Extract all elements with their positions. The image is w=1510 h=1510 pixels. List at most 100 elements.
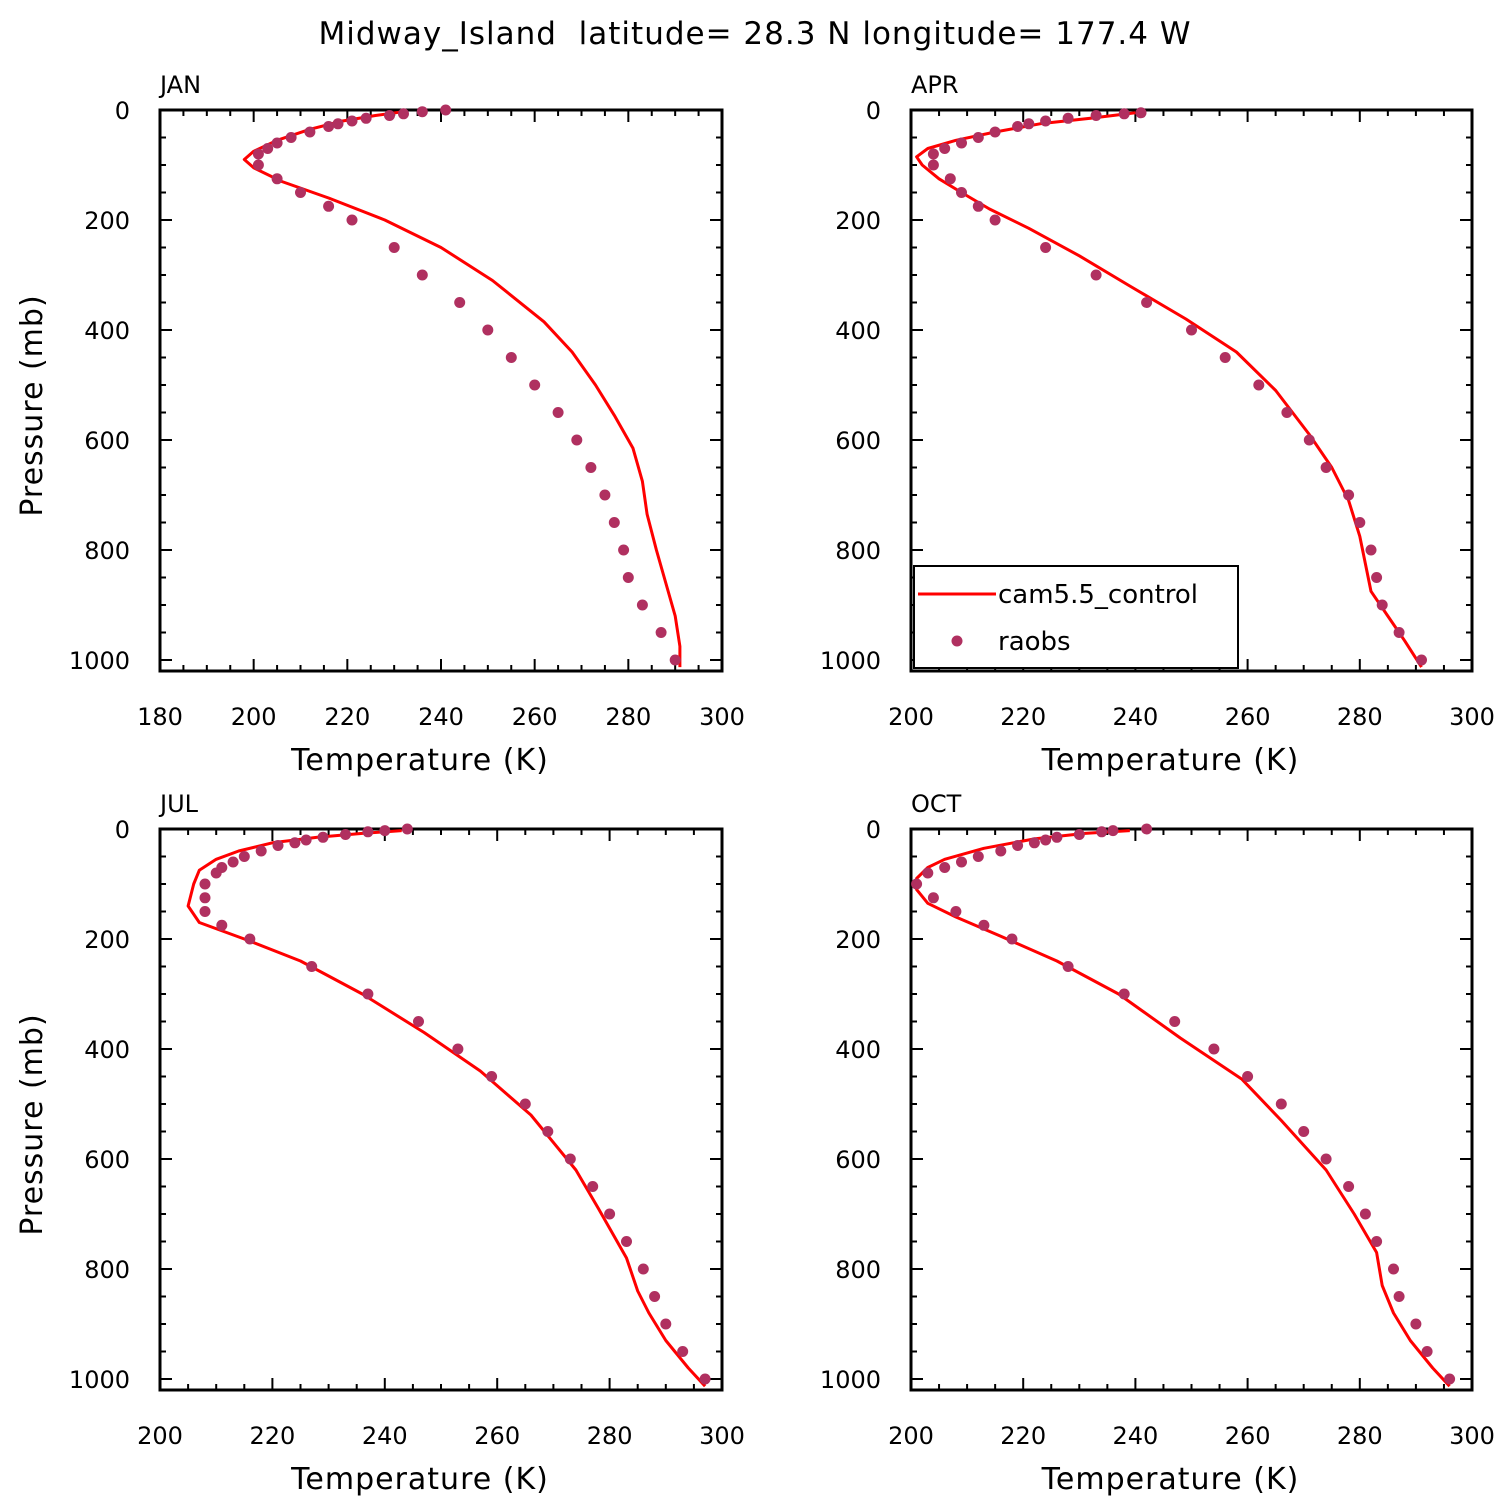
data-point-raobs-jan: [388, 242, 400, 253]
x-tick-label-jan: 240: [418, 703, 464, 731]
x-axis-label-apr: Temperature (K): [1041, 743, 1300, 778]
data-point-raobs-jan: [636, 599, 648, 611]
data-point-raobs-jan: [608, 517, 620, 528]
data-point-raobs-jul: [238, 851, 250, 862]
data-point-raobs-jan: [295, 187, 306, 198]
y-tick-label-jul: 400: [84, 1036, 130, 1064]
data-point-raobs-apr: [1062, 112, 1074, 124]
data-point-raobs-jul: [255, 845, 267, 857]
data-point-raobs-apr: [1141, 297, 1153, 308]
data-point-raobs-oct: [927, 892, 939, 904]
data-point-raobs-jan: [398, 108, 409, 120]
data-point-raobs-jan: [529, 379, 541, 391]
y-tick-label-apr: 600: [835, 427, 881, 455]
data-point-raobs-jul: [621, 1236, 632, 1247]
data-point-raobs-jul: [604, 1208, 616, 1220]
y-tick-label-jul: 0: [115, 816, 130, 844]
x-tick-label-apr: 300: [1449, 703, 1495, 731]
data-point-raobs-oct: [1410, 1318, 1422, 1330]
data-point-raobs-apr: [1040, 115, 1052, 127]
y-tick-label-jul: 600: [84, 1146, 130, 1174]
panel-jul: JUL 200 220 240 260 280 300 0 200 400 600 800 1000 Te…: [15, 790, 745, 1497]
data-point-raobs-oct: [950, 906, 962, 917]
data-point-raobs-jan: [552, 407, 564, 418]
y-tick-label-apr: 800: [835, 537, 881, 565]
y-tick-label-jul: 200: [84, 926, 130, 954]
panel-title-apr: APR: [911, 71, 959, 99]
data-point-raobs-apr: [1090, 269, 1102, 281]
data-point-raobs-jul: [637, 1263, 649, 1275]
y-tick-label-apr: 1000: [820, 647, 881, 675]
y-tick-label-oct: 0: [866, 816, 881, 844]
x-tick-label-jan: 200: [231, 703, 277, 731]
data-point-raobs-apr: [972, 200, 984, 212]
data-point-raobs-jan: [285, 132, 297, 143]
panel-jan: JAN 180 200 220 240 260 280 300 0 200 400 600 800 100…: [15, 71, 745, 778]
data-point-raobs-apr: [989, 126, 1001, 138]
data-point-raobs-jan: [454, 297, 466, 308]
x-tick-label-jan: 180: [137, 703, 183, 731]
data-point-raobs-oct: [1040, 834, 1052, 846]
x-tick-label-oct: 220: [1000, 1422, 1046, 1450]
data-point-raobs-jan: [252, 148, 264, 160]
data-point-raobs-apr: [939, 143, 951, 154]
data-point-raobs-apr: [1371, 572, 1383, 583]
x-tick-label-jan: 260: [512, 703, 558, 731]
data-point-raobs-jul: [649, 1291, 661, 1302]
data-point-raobs-jan: [323, 121, 335, 132]
data-point-raobs-oct: [972, 851, 984, 862]
panel-title-oct: OCT: [911, 790, 962, 818]
data-point-raobs-apr: [1376, 599, 1388, 611]
data-point-raobs-jul: [362, 826, 374, 838]
data-point-raobs-jul: [244, 933, 256, 945]
data-point-raobs-jul: [379, 825, 391, 837]
x-axis-label-jul: Temperature (K): [290, 1462, 549, 1497]
data-point-raobs-jan: [384, 110, 395, 121]
data-point-raobs-oct: [956, 856, 967, 868]
data-point-raobs-oct: [1343, 1181, 1355, 1192]
data-point-raobs-oct: [911, 878, 923, 890]
data-point-raobs-oct: [1096, 826, 1108, 838]
data-point-raobs-jan: [599, 489, 611, 501]
data-point-raobs-jul: [199, 892, 211, 904]
x-tick-label-jan: 220: [324, 703, 370, 731]
data-point-raobs-jul: [564, 1153, 576, 1165]
data-point-raobs-jul: [210, 867, 222, 879]
data-point-raobs-apr: [1343, 489, 1355, 501]
data-point-raobs-oct: [1242, 1071, 1254, 1082]
data-point-raobs-jul: [362, 988, 374, 1000]
y-tick-label-apr: 0: [866, 97, 881, 125]
data-point-raobs-jan: [346, 214, 358, 226]
x-tick-label-jan: 300: [699, 703, 745, 731]
data-point-raobs-jan: [416, 106, 428, 118]
plot-frame-jan: [158, 108, 724, 673]
data-point-raobs-oct: [1444, 1373, 1456, 1385]
data-point-raobs-apr: [1040, 242, 1052, 253]
panel-oct: OCT 200 220 240 260 280 300 0 200 400 600 800 1000 Te…: [820, 790, 1495, 1497]
data-point-raobs-jul: [199, 878, 211, 890]
data-point-raobs-apr: [1253, 379, 1265, 391]
data-point-raobs-oct: [1298, 1126, 1310, 1137]
series-line-cam5-5-control-apr: [915, 111, 1423, 668]
x-tick-label-apr: 280: [1337, 703, 1383, 731]
data-point-raobs-jul: [660, 1318, 672, 1330]
data-point-raobs-oct: [1006, 933, 1018, 945]
legend-marker-swatch: [951, 635, 963, 647]
data-point-raobs-oct: [939, 862, 951, 873]
data-point-raobs-jul: [289, 837, 301, 849]
data-point-raobs-jul: [486, 1071, 498, 1082]
series-line-cam5-5-control-jul: [186, 829, 707, 1388]
x-tick-label-jan: 280: [605, 703, 651, 731]
data-point-raobs-apr: [1012, 121, 1024, 132]
data-point-raobs-apr: [1186, 324, 1197, 336]
y-tick-label-jul: 1000: [69, 1366, 130, 1394]
data-point-raobs-jan: [440, 104, 452, 116]
data-point-raobs-oct: [922, 867, 934, 879]
figure-title: Midway_Island latitude= 28.3 N longitude…: [319, 16, 1192, 52]
data-point-raobs-jan: [346, 115, 358, 127]
data-point-raobs-oct: [978, 919, 990, 931]
series-line-cam5-5-control-oct: [915, 829, 1451, 1388]
x-tick-label-oct: 300: [1449, 1422, 1495, 1450]
data-point-raobs-jan: [622, 572, 634, 583]
data-point-raobs-jan: [304, 126, 316, 138]
